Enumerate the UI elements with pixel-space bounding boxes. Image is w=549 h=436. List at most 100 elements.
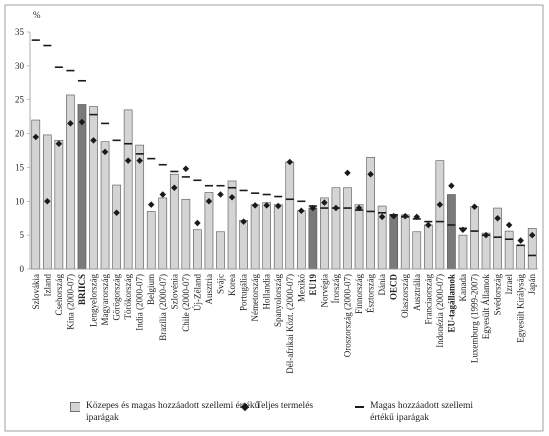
diamond-marker (436, 201, 444, 208)
bar (239, 219, 248, 270)
x-tick-label: EU-tagállamok (446, 274, 456, 333)
y-unit: % (33, 10, 41, 20)
y-tick-label: 0 (20, 264, 25, 274)
x-tick-label: Indonézia (2000-07) (435, 274, 445, 348)
x-tick-label: Németország (250, 274, 260, 322)
x-tick-label: Belgium (146, 274, 156, 305)
diamond-marker (228, 193, 236, 201)
x-tick-label: Norvégia (319, 274, 329, 308)
y-tick-label: 25 (15, 95, 25, 105)
x-tick-label: Kína (2000-07) (65, 274, 75, 330)
diamond-marker (494, 214, 501, 222)
bar (470, 206, 479, 270)
frame (4, 4, 544, 432)
bar (77, 104, 87, 270)
diamond-marker (517, 237, 524, 244)
x-tick-label: Kanada (458, 274, 468, 301)
x-tick-label: Egyesült Államok (481, 274, 491, 340)
bar (262, 202, 272, 270)
x-tick-label: Izland (42, 274, 52, 297)
x-tick-label: Lengyelország (89, 274, 99, 327)
legend-label: Közepes és magas hozzáadott szellemi ért… (86, 401, 260, 423)
x-tick-label: Oroszország (2000-07) (343, 274, 353, 357)
x-tick-label: Görögország (112, 274, 122, 321)
legend-item: Magas hozzáadott szellemi értékű iparága… (355, 400, 495, 424)
bar (158, 197, 168, 270)
x-tick-label: Svédország (493, 274, 503, 316)
x-tick-label: Luxemburg (1999-2007) (470, 274, 480, 363)
diamond-marker (344, 169, 351, 177)
bar (216, 231, 225, 270)
diamond-marker (136, 157, 143, 164)
x-tick-label: OECD (389, 274, 399, 301)
x-tick-label: Ausztrália (412, 274, 422, 311)
diamond-marker (194, 219, 201, 227)
bar (343, 187, 352, 270)
diamond-marker (471, 203, 478, 210)
diamond-marker (298, 207, 305, 215)
diamond-marker (459, 226, 467, 233)
legend-swatch (70, 402, 81, 412)
diamond-marker (251, 202, 259, 209)
bar (389, 214, 399, 270)
bar (273, 204, 283, 270)
x-tick-label: Izrael (504, 274, 514, 295)
diamond-marker (505, 221, 513, 229)
y-tick-label: 30 (15, 61, 25, 71)
bar (458, 234, 468, 270)
x-tick-label: Finnország (354, 274, 364, 314)
diamond-marker (425, 221, 432, 229)
x-tick-label: Dánia (377, 274, 387, 296)
diamond-marker (448, 182, 455, 189)
legend-item: Közepes és magas hozzáadott szellemi ért… (70, 400, 260, 424)
diamond-marker (286, 158, 294, 166)
x-tick-label: Brazília (2000-07) (158, 274, 168, 341)
legend-swatch (355, 406, 365, 408)
y-tick-label: 10 (15, 196, 25, 206)
x-tick-label: Ausztria (204, 274, 214, 305)
diamond-marker (78, 118, 86, 126)
bar (423, 224, 433, 270)
bar (181, 198, 191, 270)
x-tick-label: Portugália (239, 274, 249, 311)
diamond-marker (263, 202, 270, 209)
x-tick-label: Egyesült Királyság (516, 274, 526, 343)
diamond-marker (274, 202, 282, 210)
x-tick-label: Törökország (123, 274, 133, 320)
x-tick-label: Csehország (54, 274, 64, 316)
diamond-marker (67, 120, 74, 127)
bar (516, 245, 526, 270)
x-tick-label: Dél-afrikai Közt. (2000-07) (285, 274, 295, 374)
bar (193, 229, 202, 270)
x-tick-label: Mexikó (296, 274, 306, 302)
x-tick-label: India (2000-07) (135, 274, 145, 331)
diamond-marker (159, 191, 167, 198)
x-tick-label: Hollandia (262, 274, 272, 310)
x-tick-label: Svájc (216, 274, 226, 294)
bar (481, 232, 491, 270)
x-tick-label: Észtország (366, 274, 376, 313)
x-tick-label: Írország (331, 274, 341, 304)
x-tick-label: Franciaország (423, 274, 433, 325)
bar (285, 161, 295, 270)
bar (123, 109, 133, 270)
bar (412, 231, 422, 270)
bar (354, 204, 364, 270)
bar (146, 211, 156, 270)
y-tick-label: 15 (15, 162, 25, 172)
legend-item: Teljes termelés (240, 400, 350, 412)
diamond-marker (205, 198, 213, 205)
bar (250, 204, 260, 270)
x-tick-label: Szlovénia (169, 274, 179, 310)
y-tick-label: 35 (15, 27, 25, 37)
x-tick-label: Spanyolország (273, 274, 283, 327)
bar (435, 160, 445, 270)
diamond-marker (113, 209, 120, 217)
bar (54, 140, 64, 270)
legend-swatch (240, 402, 250, 412)
bar (308, 207, 318, 270)
bar (296, 210, 306, 270)
diamond-marker (182, 165, 190, 173)
x-tick-label: Japán (527, 274, 537, 295)
